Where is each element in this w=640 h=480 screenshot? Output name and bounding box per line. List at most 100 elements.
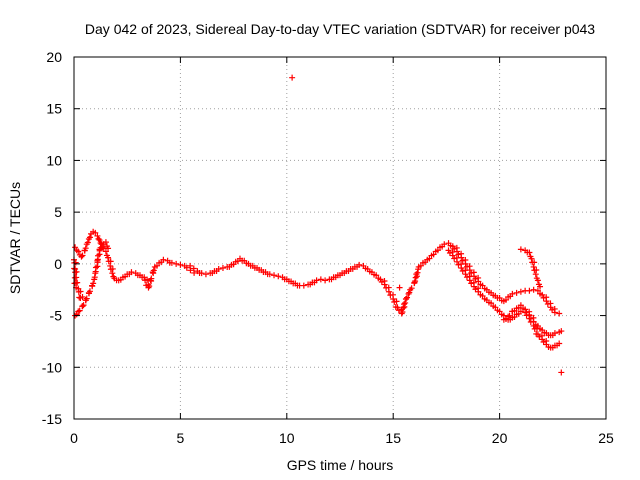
data-point [86, 234, 93, 241]
data-point [556, 310, 563, 317]
data-point [191, 269, 198, 276]
data-point [513, 289, 520, 296]
data-point [556, 340, 563, 347]
data-point [148, 275, 155, 282]
data-point [219, 264, 226, 271]
x-tick-label: 15 [385, 430, 401, 446]
x-tick-label: 20 [492, 430, 508, 446]
data-point [289, 74, 296, 81]
data-point [551, 330, 558, 337]
data-point [95, 252, 102, 259]
data-point [468, 270, 475, 277]
data-point [527, 315, 534, 322]
series-lower-branch [500, 302, 565, 339]
y-tick-label: 15 [46, 101, 62, 117]
data-point [313, 277, 320, 284]
data-point [102, 248, 109, 255]
data-point [558, 369, 565, 376]
axis-ticks: 0 5 10 15 20 25 -15 -10 -5 0 5 10 15 20 [42, 49, 614, 446]
data-point [532, 271, 539, 278]
data-point [414, 269, 421, 276]
data-point [94, 232, 101, 239]
data-point [105, 254, 112, 261]
data-point [275, 273, 282, 280]
y-tick-label: 10 [46, 152, 62, 168]
data-point [146, 283, 153, 290]
data-point [463, 274, 470, 281]
data-point [412, 278, 419, 285]
data-point [396, 284, 403, 291]
data-point [544, 301, 551, 308]
data-point [463, 263, 470, 270]
data-point [506, 312, 513, 319]
data-point [517, 308, 524, 315]
data-point [86, 288, 93, 295]
data-point [84, 239, 91, 246]
x-tick-label: 5 [177, 430, 185, 446]
series-rise-21h [517, 246, 544, 290]
chart-title: Day 042 of 2023, Sidereal Day-to-day VTE… [85, 21, 595, 37]
data-point [468, 280, 475, 287]
data-point [395, 307, 402, 314]
data-point [509, 290, 516, 297]
data-point [526, 287, 533, 294]
y-tick-label: 5 [54, 204, 62, 220]
y-tick-label: -5 [50, 308, 63, 324]
x-tick-label: 10 [279, 430, 295, 446]
data-point [459, 267, 466, 274]
data-point [317, 276, 324, 283]
data-point [271, 272, 278, 279]
data-point [187, 267, 194, 274]
data-point [79, 252, 86, 259]
data-point [80, 302, 87, 309]
data-point [128, 269, 135, 276]
data-point [534, 277, 541, 284]
y-axis-label: SDTVAR / TECUs [7, 182, 23, 294]
x-axis-label: GPS time / hours [287, 457, 394, 473]
data-point [74, 279, 81, 286]
data-point [399, 308, 406, 315]
data-point [356, 261, 363, 268]
series-outliers [289, 74, 565, 376]
data-point [198, 270, 205, 277]
data-point [526, 249, 533, 256]
data-point [441, 241, 448, 248]
data-point [92, 229, 99, 236]
data-point [322, 277, 329, 284]
y-tick-label: 0 [54, 256, 62, 272]
data-point [523, 309, 530, 316]
data-point [83, 295, 90, 302]
data-point [90, 280, 97, 287]
data-point [95, 235, 102, 242]
plot-border [73, 56, 607, 420]
data-point [551, 309, 558, 316]
x-tick-label: 0 [70, 430, 78, 446]
data-point [540, 294, 547, 301]
data-point [150, 267, 157, 274]
data-point [96, 237, 103, 244]
data-point [402, 296, 409, 303]
data-point [385, 288, 392, 295]
grid-lines [74, 57, 606, 419]
data-point [183, 264, 190, 271]
data-points [71, 74, 565, 376]
series-main-trace [72, 228, 563, 317]
data-point [215, 266, 222, 273]
data-point [455, 251, 462, 258]
series-early-rise [72, 239, 112, 319]
y-tick-label: -10 [42, 359, 62, 375]
data-point [177, 261, 184, 268]
data-point [459, 257, 466, 264]
data-point [105, 245, 112, 252]
series-upper-branch [445, 247, 563, 351]
data-point [412, 274, 419, 281]
data-point [168, 259, 175, 266]
data-point [530, 263, 537, 270]
data-point [160, 256, 167, 263]
data-point [528, 255, 535, 262]
data-point [451, 255, 458, 262]
data-point [92, 264, 99, 271]
data-point [405, 290, 412, 297]
data-point [558, 328, 565, 335]
data-point [406, 289, 413, 296]
